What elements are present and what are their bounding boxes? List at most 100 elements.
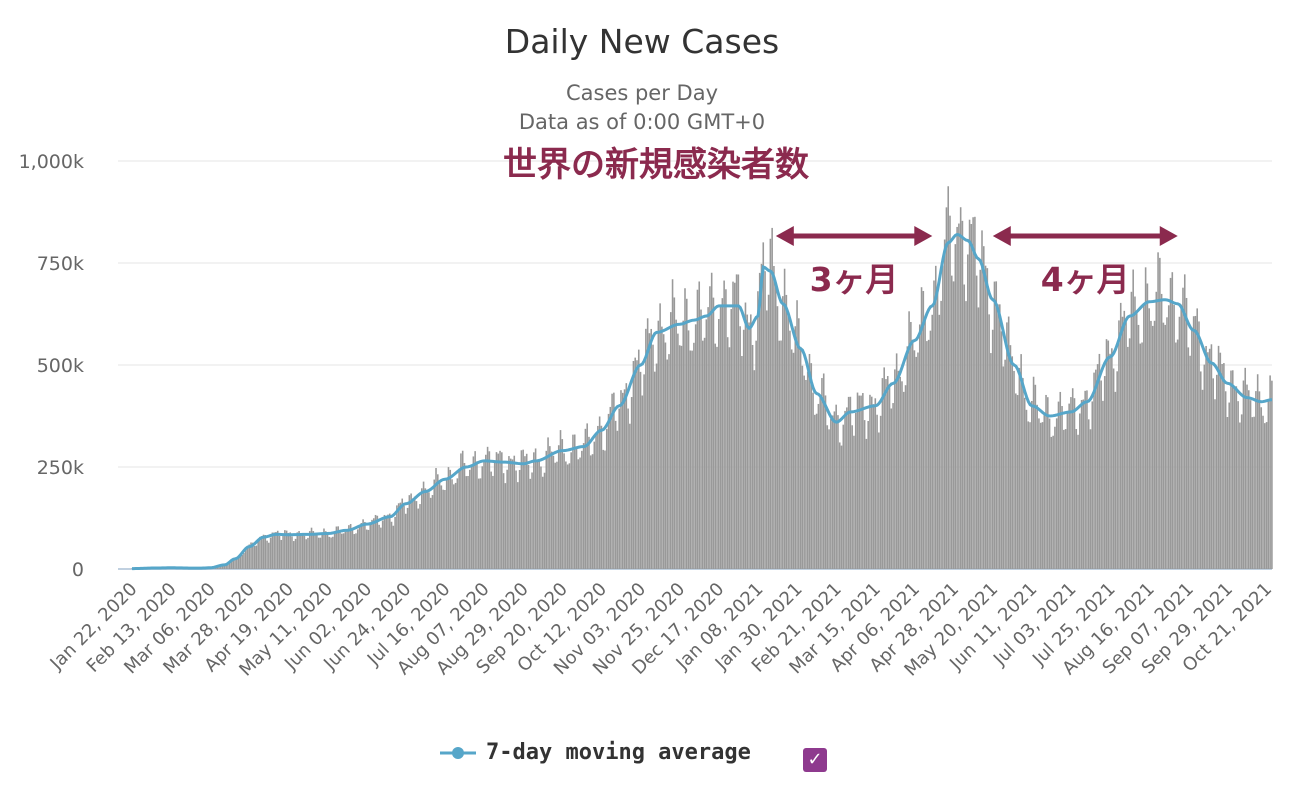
daily-case-bar xyxy=(1013,370,1015,569)
daily-case-bar xyxy=(372,518,375,569)
daily-case-bar xyxy=(602,449,604,569)
daily-case-bar xyxy=(605,429,608,569)
daily-case-bar xyxy=(760,263,763,569)
daily-case-bar xyxy=(509,458,512,569)
daily-case-bar xyxy=(894,369,896,569)
daily-case-bar xyxy=(819,394,821,569)
daily-case-bar xyxy=(413,496,416,569)
daily-case-bar xyxy=(479,478,482,569)
daily-case-bar xyxy=(1256,374,1259,569)
daily-case-bar xyxy=(1242,380,1245,569)
daily-case-bar xyxy=(1208,348,1211,569)
daily-case-bar xyxy=(1246,384,1248,569)
daily-case-bar xyxy=(1237,401,1239,569)
daily-case-bar xyxy=(790,349,793,569)
daily-case-bar xyxy=(301,533,304,569)
daily-case-bar xyxy=(1157,252,1159,569)
daily-case-bar xyxy=(440,485,443,569)
daily-case-bar xyxy=(883,367,885,569)
daily-case-bar xyxy=(693,342,695,569)
daily-case-bar xyxy=(1130,291,1133,569)
daily-case-bar xyxy=(945,207,948,570)
daily-case-bar xyxy=(787,315,789,569)
daily-case-bar xyxy=(1059,391,1062,569)
legend-checkbox[interactable]: ✓ xyxy=(803,748,827,772)
daily-case-bar xyxy=(1139,343,1142,569)
daily-case-bar xyxy=(1169,277,1172,569)
daily-case-bar xyxy=(1262,415,1264,569)
daily-case-bar xyxy=(408,495,411,569)
daily-case-bar xyxy=(924,320,926,569)
daily-case-bar xyxy=(655,363,658,569)
legend-moving-average[interactable]: 7-day moving average xyxy=(440,740,751,765)
daily-case-bar xyxy=(289,532,291,569)
daily-case-bar xyxy=(908,311,910,569)
daily-case-bar xyxy=(1217,345,1220,569)
daily-case-bar xyxy=(662,334,665,569)
daily-case-bar xyxy=(725,289,727,569)
daily-case-bar xyxy=(766,310,768,569)
daily-case-bar xyxy=(874,398,877,569)
daily-case-bar xyxy=(748,322,750,569)
daily-case-bar xyxy=(424,488,427,569)
daily-case-bar xyxy=(520,450,523,569)
daily-case-bar xyxy=(278,536,281,569)
daily-case-bar xyxy=(625,383,628,569)
daily-case-bar xyxy=(381,520,384,569)
daily-case-bar xyxy=(609,406,612,569)
daily-case-bar xyxy=(1043,412,1046,569)
daily-case-bar xyxy=(493,461,496,569)
daily-case-bar xyxy=(1203,364,1206,569)
daily-case-bar xyxy=(458,468,460,569)
daily-case-bar xyxy=(246,546,249,569)
daily-case-bar xyxy=(344,531,347,569)
daily-case-bar xyxy=(387,514,389,569)
daily-case-bar xyxy=(227,563,229,569)
daily-case-bar xyxy=(305,539,307,569)
daily-case-bar xyxy=(348,525,350,569)
daily-case-bar xyxy=(719,305,722,569)
daily-case-bar xyxy=(1020,354,1022,569)
daily-case-bar xyxy=(1107,340,1110,569)
daily-case-bar xyxy=(1119,302,1122,569)
daily-case-bar xyxy=(568,463,571,569)
daily-case-bar xyxy=(268,542,270,569)
daily-case-bar xyxy=(248,544,251,569)
daily-case-bar xyxy=(1221,363,1223,569)
daily-case-bar xyxy=(1082,399,1085,569)
daily-case-bar xyxy=(1205,345,1207,569)
daily-case-bar xyxy=(632,361,635,569)
daily-case-bar xyxy=(1239,422,1241,569)
daily-case-bar xyxy=(782,296,784,569)
daily-case-bar xyxy=(1127,346,1129,569)
daily-case-bar xyxy=(508,456,510,569)
daily-case-bar xyxy=(1047,397,1049,569)
daily-case-bar xyxy=(634,357,636,569)
daily-case-bar xyxy=(282,536,284,569)
daily-case-bar xyxy=(403,505,405,569)
daily-case-bar xyxy=(899,376,901,569)
daily-case-bar xyxy=(691,350,693,569)
daily-case-bar xyxy=(437,474,439,569)
daily-case-bar xyxy=(1105,339,1108,569)
daily-case-bar xyxy=(285,530,288,569)
daily-case-bar xyxy=(317,537,320,569)
daily-case-bar xyxy=(1153,320,1156,569)
daily-case-bar xyxy=(780,340,782,569)
daily-case-bar xyxy=(287,532,290,569)
daily-case-bar xyxy=(525,453,528,569)
daily-case-bar xyxy=(858,395,861,569)
daily-case-bar xyxy=(1006,322,1008,569)
daily-case-bar xyxy=(867,421,869,569)
daily-case-bar xyxy=(1235,386,1238,569)
daily-case-bar xyxy=(355,533,357,569)
daily-case-bar xyxy=(428,492,430,569)
daily-case-bar xyxy=(264,534,267,569)
chart-title: Daily New Cases xyxy=(504,22,780,61)
daily-case-bar xyxy=(938,314,941,569)
daily-case-bar xyxy=(444,490,446,569)
daily-case-bar xyxy=(321,532,323,569)
daily-case-bar xyxy=(1189,355,1191,569)
daily-case-bar xyxy=(872,404,875,569)
